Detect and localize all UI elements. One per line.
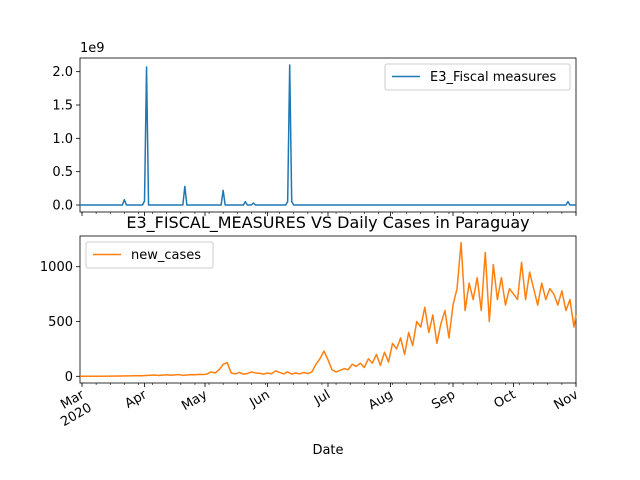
- series-line-new-cases: [80, 241, 577, 378]
- top-offset-label: 1e9: [80, 41, 105, 56]
- chart-title: E3_FISCAL_MEASURES VS Daily Cases in Par…: [126, 213, 529, 233]
- series-line-e3-fiscal-measures: [80, 64, 576, 206]
- bottom-legend: new_cases: [85, 241, 214, 269]
- bottom-y-ticks: 0 500 1000: [40, 260, 80, 385]
- top-axes: 1e9 0.0 0.5 1.0 1.5 2.0 E3_Fiscal measures: [52, 41, 577, 216]
- bottom-x-tick-label: Sep: [429, 387, 458, 412]
- top-y-tick-label: 0.5: [52, 165, 73, 180]
- bottom-legend-box: [85, 241, 214, 269]
- bottom-x-tick-label: Nov: [552, 387, 582, 413]
- x-axis-label: Date: [312, 443, 343, 458]
- top-y-tick-label: 1.5: [52, 99, 73, 114]
- bottom-y-tick-label: 1000: [40, 260, 73, 275]
- bottom-x-ticks: Mar2020 Apr May Jun Jul Aug Sep Oct Nov: [51, 383, 582, 430]
- top-y-tick-label: 1.0: [52, 132, 73, 147]
- legend-label-new-cases: new_cases: [131, 248, 201, 263]
- bottom-x-tick-label: Aug: [366, 387, 395, 413]
- bottom-x-tick-label: May: [179, 387, 210, 414]
- legend-label-e3-fiscal-measures: E3_Fiscal measures: [430, 70, 556, 85]
- bottom-x-tick-label: Jun: [247, 387, 273, 411]
- bottom-y-tick-label: 0: [65, 370, 73, 385]
- bottom-y-tick-label: 500: [48, 315, 73, 330]
- bottom-x-tick-label: Jul: [311, 387, 333, 408]
- top-legend: E3_Fiscal measures: [384, 63, 571, 91]
- top-x-ticks: [81, 212, 577, 216]
- bottom-axes: E3_FISCAL_MEASURES VS Daily Cases in Par…: [40, 213, 581, 458]
- bottom-x-tick-label: Mar2020: [51, 387, 95, 430]
- top-legend-box: [384, 63, 571, 91]
- top-y-ticks: 0.0 0.5 1.0 1.5 2.0: [52, 65, 80, 214]
- bottom-x-tick-label: Oct: [492, 387, 519, 411]
- top-y-tick-label: 2.0: [52, 65, 73, 80]
- bottom-x-tick-label: Apr: [123, 387, 151, 412]
- top-y-tick-label: 0.0: [52, 199, 73, 214]
